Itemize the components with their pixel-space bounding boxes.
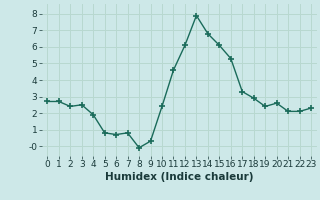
X-axis label: Humidex (Indice chaleur): Humidex (Indice chaleur) [105, 172, 253, 182]
